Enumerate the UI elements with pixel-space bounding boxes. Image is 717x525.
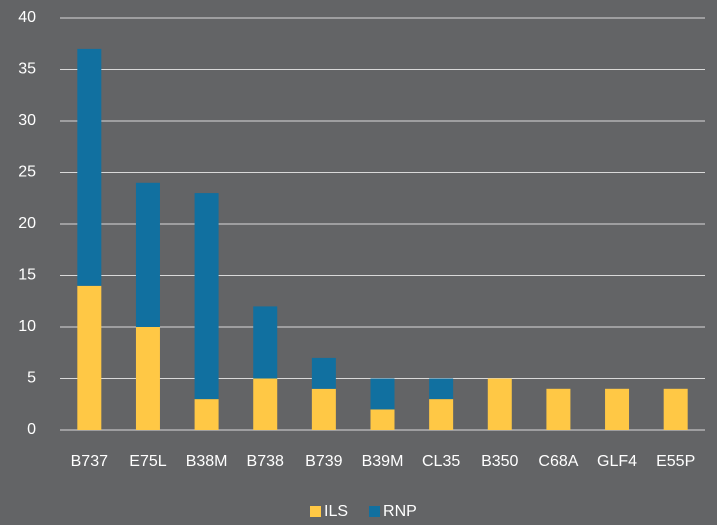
- y-tick-label: 0: [27, 421, 36, 438]
- bar-segment: [311, 357, 336, 389]
- bar-segment: [370, 378, 395, 410]
- legend-swatch: [310, 506, 321, 517]
- bar-segment: [429, 378, 454, 400]
- x-tick-label: GLF4: [597, 453, 637, 470]
- bar-segment: [429, 399, 454, 430]
- y-tick-label: 10: [18, 318, 36, 335]
- legend-swatch: [369, 506, 381, 517]
- x-tick-label: B38M: [186, 453, 228, 470]
- bar-segment: [487, 378, 512, 430]
- bar-segment: [77, 285, 102, 430]
- bar-segment: [546, 388, 571, 430]
- y-tick-label: 30: [18, 112, 36, 129]
- bar-segment: [194, 399, 219, 430]
- y-tick-label: 25: [18, 164, 36, 181]
- legend-label: RNP: [383, 503, 417, 520]
- bar-segment: [135, 182, 160, 327]
- bar-segment: [253, 378, 278, 430]
- bar-segment: [663, 388, 688, 430]
- x-tick-label: B39M: [362, 453, 404, 470]
- legend-label: ILS: [324, 503, 348, 520]
- x-tick-label: E55P: [656, 453, 695, 470]
- y-tick-label: 15: [18, 267, 36, 284]
- bar-segment: [77, 48, 102, 286]
- y-tick-label: 5: [27, 370, 36, 387]
- bar-segment: [370, 409, 395, 430]
- x-tick-label: B739: [305, 453, 342, 470]
- x-tick-label: B350: [481, 453, 518, 470]
- x-tick-label: E75L: [129, 453, 166, 470]
- y-tick-label: 35: [18, 61, 36, 78]
- bar-segment: [194, 193, 219, 400]
- x-tick-label: B738: [247, 453, 284, 470]
- y-tick-label: 40: [18, 9, 36, 26]
- bar-segment: [605, 388, 630, 430]
- bar-segment: [253, 306, 278, 379]
- bar-segment: [135, 327, 160, 430]
- x-tick-label: CL35: [422, 453, 460, 470]
- bar-segment: [311, 388, 336, 430]
- y-tick-label: 20: [18, 215, 36, 232]
- x-tick-label: B737: [71, 453, 108, 470]
- x-tick-label: C68A: [538, 453, 578, 470]
